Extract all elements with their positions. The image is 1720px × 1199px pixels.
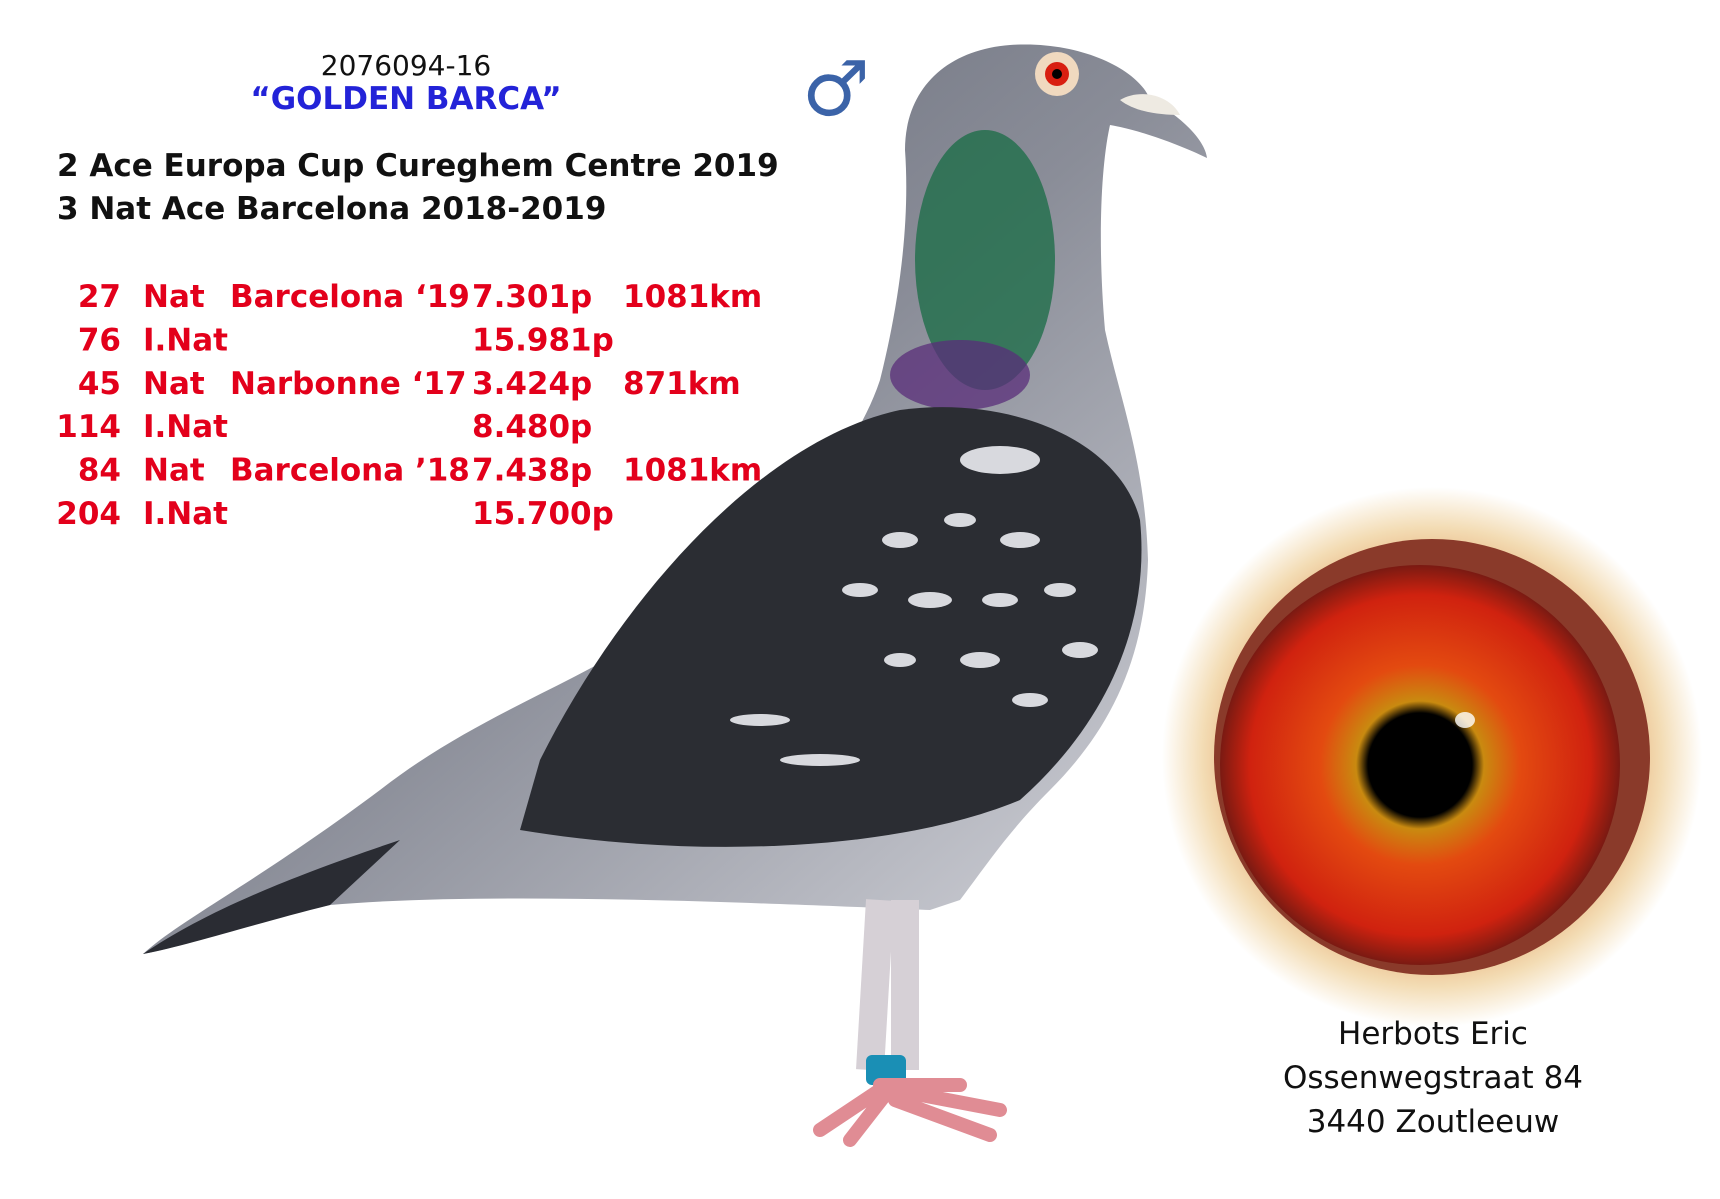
achievement: 2 Ace Europa Cup Cureghem Centre 2019 <box>57 148 779 184</box>
result-race: Barcelona ’18 <box>230 453 470 489</box>
result-level: Nat <box>143 453 205 489</box>
results-table: 27 Nat Barcelona ‘19 7.301p 1081km 76 I.Nat 15.… <box>56 279 762 532</box>
result-place: 45 <box>78 366 121 402</box>
result-race: Narbonne ‘17 <box>230 366 467 402</box>
result-distance: 1081km <box>623 279 762 315</box>
result-distance: 871km <box>623 366 741 402</box>
eye-closeup <box>1162 487 1702 1027</box>
result-level: I.Nat <box>143 322 228 358</box>
result-points: 7.438p <box>472 453 592 489</box>
result-points: 15.981p <box>472 322 614 358</box>
result-points: 3.424p <box>472 366 592 402</box>
result-place: 114 <box>56 409 121 445</box>
result-race: Barcelona ‘19 <box>230 279 470 315</box>
leg-ring <box>866 1055 906 1085</box>
result-points: 7.301p <box>472 279 592 315</box>
pigeon-tail <box>143 840 400 954</box>
sex-symbol: ♂ <box>802 44 870 133</box>
pigeon-feet <box>813 1078 1007 1147</box>
result-level: Nat <box>143 279 205 315</box>
result-place: 27 <box>78 279 121 315</box>
pigeon-pupil <box>1052 69 1062 79</box>
neck-iridescence <box>915 130 1055 390</box>
pigeon-illustration <box>143 44 1207 1147</box>
result-level: Nat <box>143 366 205 402</box>
result-place: 204 <box>56 496 121 532</box>
result-points: 15.700p <box>472 496 614 532</box>
pigeon-legs <box>856 899 919 1071</box>
owner-street: Ossenwegstraat 84 <box>1283 1060 1583 1096</box>
eye-highlight <box>1455 712 1475 728</box>
ring-number: 2076094-16 <box>321 49 491 82</box>
pigeon-wattle <box>1120 94 1180 115</box>
pigeon-wing <box>520 407 1142 847</box>
result-level: I.Nat <box>143 496 228 532</box>
result-distance: 1081km <box>623 453 762 489</box>
pigeon-name: “GOLDEN BARCA” <box>250 81 561 117</box>
eye-iris <box>1220 565 1620 965</box>
neck-iridescence <box>890 340 1030 410</box>
result-place: 84 <box>78 453 121 489</box>
achievement: 3 Nat Ace Barcelona 2018-2019 <box>57 191 606 227</box>
result-level: I.Nat <box>143 409 228 445</box>
owner-city: 3440 Zoutleeuw <box>1307 1104 1560 1140</box>
result-place: 76 <box>78 322 121 358</box>
result-points: 8.480p <box>472 409 592 445</box>
owner-name: Herbots Eric <box>1338 1016 1528 1052</box>
wing-checks <box>730 446 1098 766</box>
